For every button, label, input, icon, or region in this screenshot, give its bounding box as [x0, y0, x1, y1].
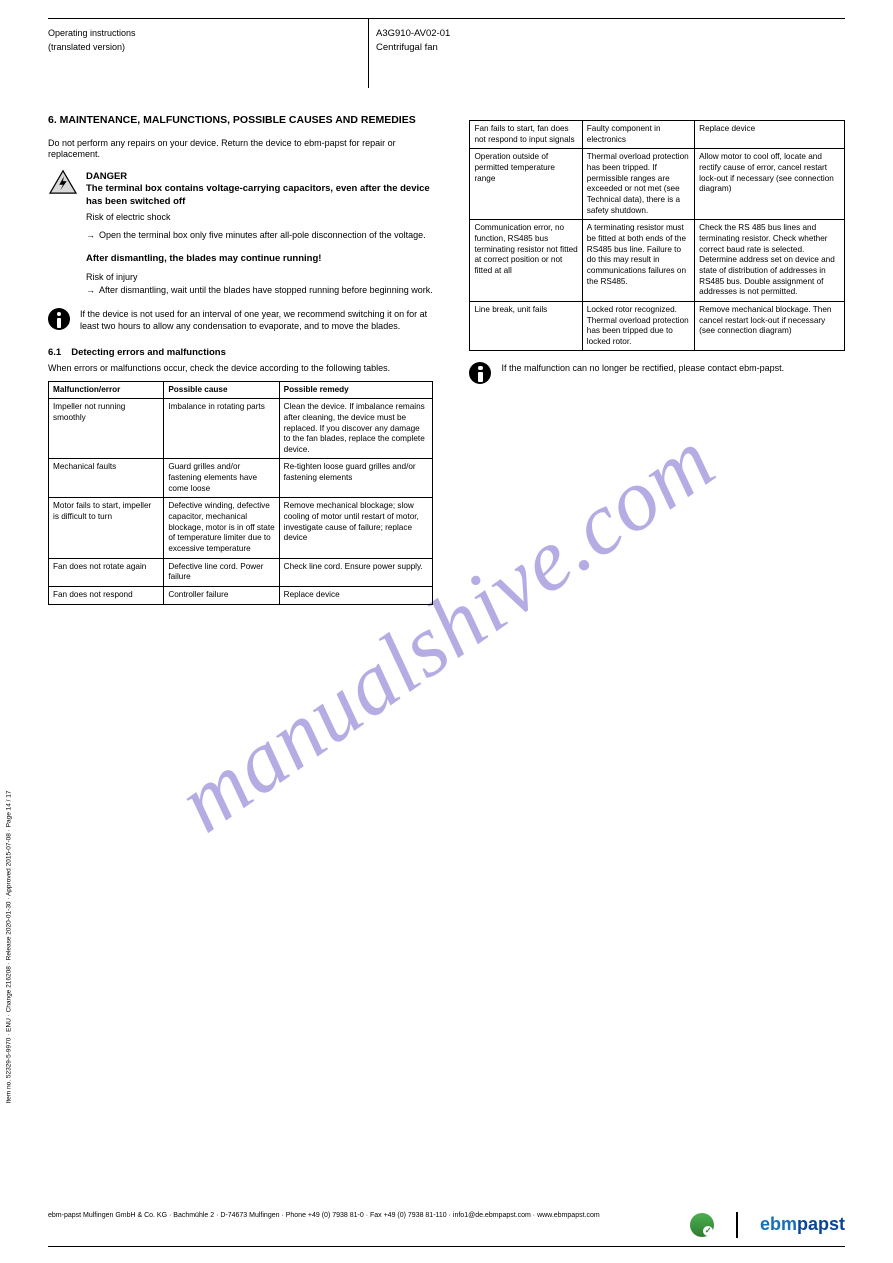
table-cell: Check the RS 485 bus lines and terminati… — [695, 220, 845, 302]
note-block-1: If the device is not used for an interva… — [48, 307, 433, 332]
note-body-1: If the device is not used for an interva… — [80, 307, 433, 332]
table-row: Mechanical faults Guard grilles and/or f… — [49, 459, 433, 498]
table-header-row: Malfunction/error Possible cause Possibl… — [49, 381, 433, 399]
table-header: Malfunction/error — [49, 381, 164, 399]
table-row: Fan fails to start, fan does not respond… — [470, 121, 845, 149]
table-cell: Operation outside of permitted temperatu… — [470, 149, 582, 220]
info-icon — [48, 308, 70, 330]
table-cell: Motor fails to start, impeller is diffic… — [49, 498, 164, 558]
warning-subheading: After dismantling, the blades may contin… — [86, 253, 433, 265]
table-row: Fan does not rotate again Defective line… — [49, 558, 433, 586]
table-row: Impeller not running smoothly Imbalance … — [49, 399, 433, 459]
side-meta-text: Item no. 52329-5-9970 · ENU · Change 216… — [6, 790, 14, 1103]
table-cell: Locked rotor recognized. Thermal overloa… — [582, 301, 694, 351]
table-cell: Controller failure — [164, 587, 279, 605]
troubleshoot-table-1: Malfunction/error Possible cause Possibl… — [48, 381, 433, 605]
table-cell: Guard grilles and/or fastening elements … — [164, 459, 279, 498]
header-left-line1: Operating instructions — [48, 28, 350, 40]
danger-icon — [48, 169, 78, 195]
danger-body: Risk of electric shock — [86, 212, 433, 224]
warning-body: Risk of injury — [86, 272, 433, 284]
table-cell: Re-tighten loose guard grilles and/or fa… — [279, 459, 433, 498]
table-cell: Fan does not respond — [49, 587, 164, 605]
table-row: Fan does not respond Controller failure … — [49, 587, 433, 605]
table-cell: Thermal overload protection has been tri… — [582, 149, 694, 220]
table-row: Operation outside of permitted temperatu… — [470, 149, 845, 220]
table-header: Possible cause — [164, 381, 279, 399]
table-row: Motor fails to start, impeller is diffic… — [49, 498, 433, 558]
green-tech-icon — [690, 1213, 714, 1237]
table-cell: Faulty component in electronics — [582, 121, 694, 149]
danger-block: DANGER The terminal box contains voltage… — [48, 169, 433, 224]
table-cell: A terminating resistor must be fitted at… — [582, 220, 694, 302]
table-cell: Allow motor to cool off, locate and rect… — [695, 149, 845, 220]
table-cell: Remove mechanical blockage. Then cancel … — [695, 301, 845, 351]
section-6-title: 6. MAINTENANCE, MALFUNCTIONS, POSSIBLE C… — [48, 114, 433, 128]
table-cell: Replace device — [279, 587, 433, 605]
table-cell: Check line cord. Ensure power supply. — [279, 558, 433, 586]
table-cell: Imbalance in rotating parts — [164, 399, 279, 459]
section-6-1-title: Detecting errors and malfunctions — [71, 347, 226, 359]
brand-papst: papst — [797, 1214, 845, 1234]
table-cell: Line break, unit fails — [470, 301, 582, 351]
info-icon — [469, 362, 491, 384]
table-cell: Communication error, no function, RS485 … — [470, 220, 582, 302]
header-left-line2: (translated version) — [48, 42, 350, 54]
table-cell: Clean the device. If imbalance remains a… — [279, 399, 433, 459]
danger-instruction: Open the terminal box only five minutes … — [86, 230, 433, 242]
page-footer: ebm-papst Mulfingen GmbH & Co. KG · Bach… — [48, 1212, 845, 1253]
table-cell: Replace device — [695, 121, 845, 149]
table-row: Line break, unit fails Locked rotor reco… — [470, 301, 845, 351]
section-6-1-number: 6.1 — [48, 347, 61, 359]
table-cell: Defective line cord. Power failure — [164, 558, 279, 586]
troubleshoot-table-2: Fan fails to start, fan does not respond… — [469, 120, 845, 351]
table-cell: Remove mechanical blockage; slow cooling… — [279, 498, 433, 558]
table-cell: Mechanical faults — [49, 459, 164, 498]
header-right-line2: Centrifugal fan — [376, 42, 450, 54]
note-body-2: If the malfunction can no longer be rect… — [501, 361, 784, 383]
table-cell: Defective winding, defective capacitor, … — [164, 498, 279, 558]
page-header: Operating instructions (translated versi… — [48, 26, 845, 96]
brand-logo: ebmpapst — [760, 1213, 845, 1236]
footer-address: ebm-papst Mulfingen GmbH & Co. KG · Bach… — [48, 1212, 600, 1221]
brand-ebm: ebm — [760, 1214, 797, 1234]
table-header: Possible remedy — [279, 381, 433, 399]
header-right-line1: A3G910-AV02-01 — [376, 28, 450, 40]
table-row: Communication error, no function, RS485 … — [470, 220, 845, 302]
section-6-1-body: When errors or malfunctions occur, check… — [48, 363, 433, 375]
warning-instruction: After dismantling, wait until the blades… — [86, 285, 433, 297]
intro-paragraph: Do not perform any repairs on your devic… — [48, 138, 433, 161]
note-block-2: If the malfunction can no longer be rect… — [469, 361, 845, 383]
table-cell: Fan fails to start, fan does not respond… — [470, 121, 582, 149]
table-cell: Fan does not rotate again — [49, 558, 164, 586]
danger-subtitle: The terminal box contains voltage-carryi… — [86, 183, 433, 208]
danger-title: DANGER — [86, 171, 433, 183]
table-cell: Impeller not running smoothly — [49, 399, 164, 459]
